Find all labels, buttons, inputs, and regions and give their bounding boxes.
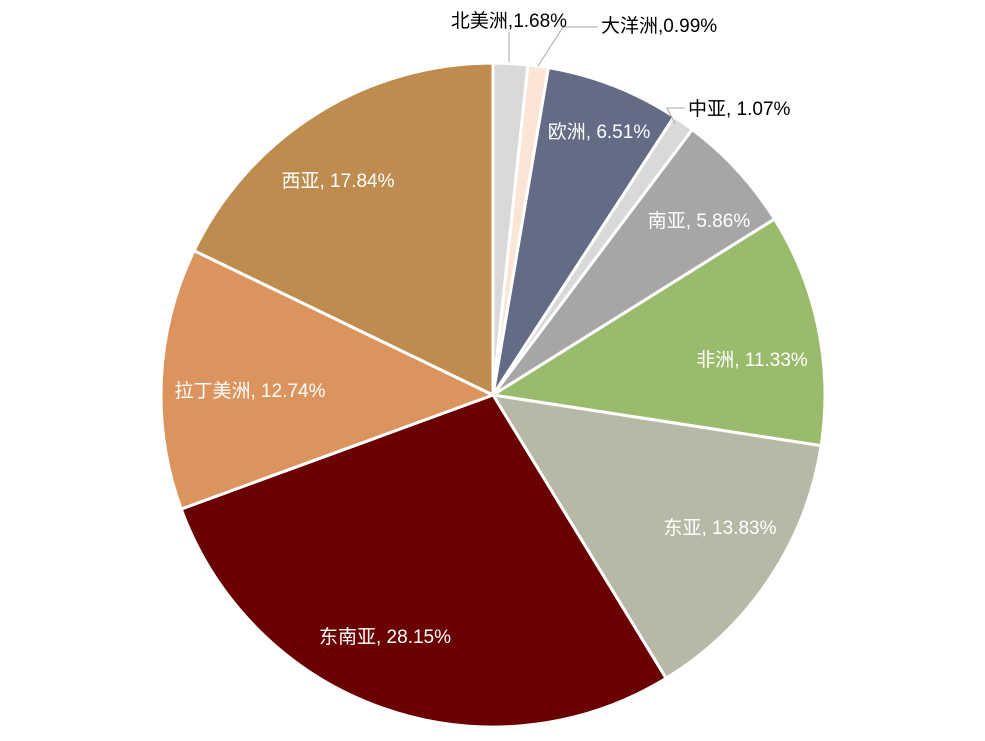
pie-slice-3	[491, 66, 676, 397]
pie-slice-5	[491, 128, 777, 397]
pie-slice-7	[491, 393, 823, 680]
labels-layer: 北美洲,1.68% 大洋洲,0.99% 欧洲, 6.51% 中亚, 1.07% 南亚, …	[175, 10, 808, 648]
slice-label-7: 东亚, 13.83%	[664, 517, 777, 539]
slices-layer	[159, 61, 827, 729]
slice-label-2: 大洋洲,0.99%	[601, 15, 717, 37]
pie-slice-9	[159, 249, 495, 511]
slice-label-9: 拉丁美洲, 12.74%	[175, 380, 326, 402]
pie-slice-10	[192, 61, 495, 397]
slice-label-1: 北美洲,1.68%	[451, 10, 567, 32]
slice-label-8: 东南亚, 28.15%	[319, 626, 451, 648]
pie-slice-8	[179, 393, 668, 729]
slice-label-3: 欧洲, 6.51%	[548, 121, 651, 143]
pie-slice-6	[491, 217, 827, 448]
slice-label-5: 南亚, 5.86%	[648, 210, 751, 232]
slice-label-10: 西亚, 17.84%	[282, 171, 395, 192]
leader-line-2	[537, 26, 598, 67]
leader-line-4	[666, 107, 685, 125]
slice-label-4: 中亚, 1.07%	[688, 98, 791, 120]
leader-lines-layer	[508, 26, 685, 125]
slice-label-6: 非洲, 11.33%	[696, 349, 808, 371]
